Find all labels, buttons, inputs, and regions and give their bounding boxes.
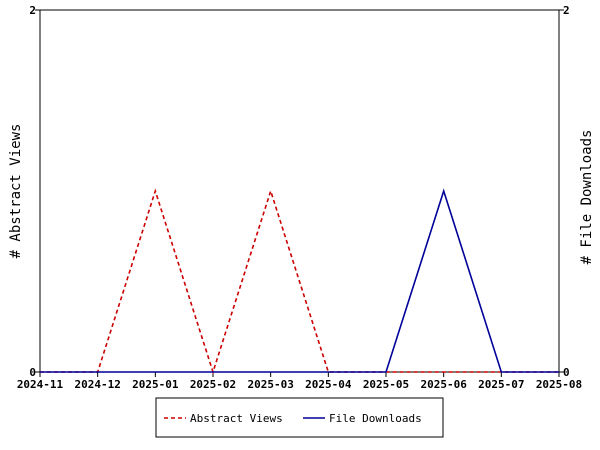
x-axis: 2024-11 2024-12 2025-01 2025-02 2025-03 2025-… <box>17 372 582 391</box>
y-axis-left-title: # Abstract Views <box>8 124 24 259</box>
x-tick-label: 2025-07 <box>478 378 524 391</box>
y-axis-left: 02 <box>29 4 40 379</box>
x-tick-label: 2025-04 <box>305 378 352 391</box>
plot-area <box>39 9 560 373</box>
y-right-tick-label: 2 <box>563 4 570 17</box>
x-tick-label: 2025-03 <box>247 378 293 391</box>
series-line-file-downloads <box>40 188 559 373</box>
x-tick-label: 2025-01 <box>132 378 179 391</box>
legend-box <box>155 397 444 438</box>
x-tick-label: 2024-12 <box>74 378 120 391</box>
y-left-tick-label: 0 <box>29 366 36 379</box>
y-right-tick-label: 0 <box>563 366 570 379</box>
x-tick-label: 2025-02 <box>190 378 236 391</box>
series-line-abstract-views <box>40 188 559 375</box>
y-axis-right: 02 <box>559 4 570 379</box>
series-lines <box>40 188 559 375</box>
legend-label-abstract-views: Abstract Views <box>190 412 283 425</box>
x-tick-label: 2024-11 <box>17 378 64 391</box>
y-axis-right-title: # File Downloads <box>579 130 595 265</box>
x-tick-label: 2025-06 <box>420 378 467 391</box>
legend-label-file-downloads: File Downloads <box>329 412 422 425</box>
x-tick-label: 2025-05 <box>363 378 409 391</box>
legend: Abstract Views File Downloads <box>155 397 444 438</box>
y-left-tick-label: 2 <box>29 4 36 17</box>
x-tick-label: 2025-08 <box>536 378 582 391</box>
